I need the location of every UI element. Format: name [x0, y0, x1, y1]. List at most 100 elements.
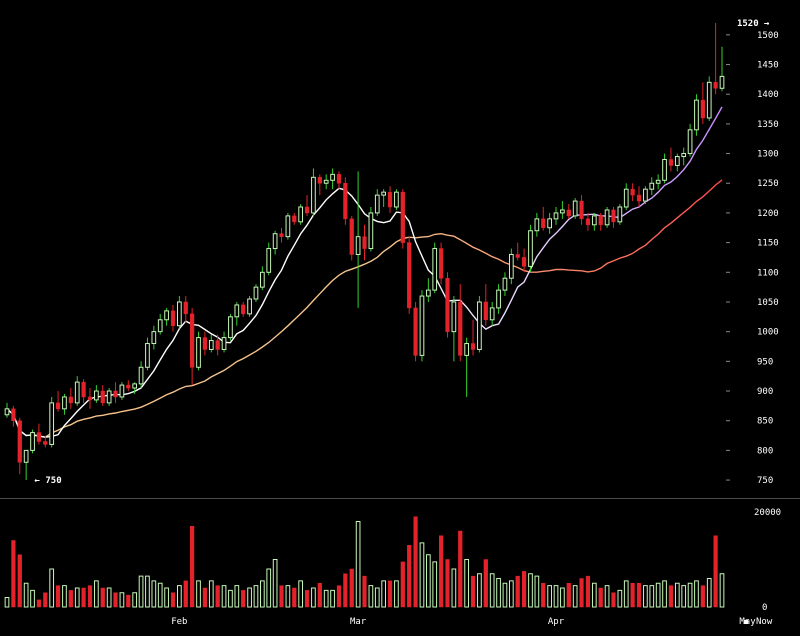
- volume-bar: [55, 585, 61, 608]
- now-button[interactable]: Now: [744, 617, 773, 627]
- candle-down: [636, 194, 642, 202]
- candle-up: [355, 236, 361, 255]
- price-tick-label: 950: [757, 357, 773, 367]
- candle-up: [649, 182, 655, 190]
- volume-bar: [311, 587, 316, 608]
- candle-up: [451, 301, 457, 333]
- time-tick-label: Feb: [171, 617, 187, 627]
- candle-down: [170, 310, 176, 326]
- candle-down: [100, 390, 105, 404]
- volume-bar: [138, 575, 144, 608]
- candle-up: [547, 218, 552, 229]
- volume-bar: [304, 590, 310, 608]
- volume-bar: [368, 585, 374, 608]
- volume-bar: [317, 583, 322, 608]
- volume-bar: [266, 568, 272, 608]
- volume-bar: [298, 580, 304, 608]
- price-annotations: 1520 → ← 750: [35, 19, 770, 486]
- candle-up: [706, 81, 712, 119]
- volume-bar: [489, 573, 495, 608]
- candle-up: [145, 343, 150, 368]
- candle-up: [617, 206, 623, 223]
- volume-bar: [387, 580, 393, 608]
- candle-down: [349, 218, 354, 255]
- time-tick-label: Apr: [548, 617, 565, 627]
- candle-up: [138, 366, 144, 385]
- candle-down: [579, 200, 584, 220]
- volume-bar: [343, 573, 348, 608]
- candle-up: [119, 384, 125, 398]
- volume-bar: [655, 582, 661, 608]
- volume-bar: [49, 568, 55, 608]
- candle-down: [81, 381, 86, 398]
- volume-bar: [451, 568, 457, 608]
- volume-bar: [400, 561, 405, 608]
- volume-bar: [713, 535, 718, 608]
- price-tick-label: 1050: [757, 298, 779, 308]
- volume-bar: [228, 589, 233, 608]
- price-tick-label: 1000: [757, 328, 779, 338]
- volume-bar: [234, 585, 240, 608]
- volume-bar: [521, 571, 527, 608]
- volume-bar: [496, 578, 501, 608]
- candles: [4, 22, 725, 481]
- candle-up: [247, 298, 252, 315]
- volume-bar: [477, 573, 482, 608]
- volume-bar: [636, 583, 642, 608]
- candle-down: [183, 301, 188, 315]
- volume-bar: [208, 580, 214, 608]
- volume-bar: [649, 585, 655, 608]
- volume-bar: [374, 587, 380, 608]
- candle-up: [560, 209, 565, 214]
- volume-bar: [413, 516, 418, 608]
- candle-down: [241, 304, 246, 315]
- candle-up: [272, 233, 278, 250]
- candle-up: [177, 301, 182, 327]
- volume-bar: [483, 559, 488, 608]
- candle-up: [311, 176, 316, 214]
- candle-up: [674, 156, 680, 166]
- volume-bar: [17, 554, 22, 608]
- volume-bar: [381, 580, 387, 608]
- volume-bar: [706, 578, 712, 608]
- candle-down: [611, 209, 616, 223]
- candle-down: [304, 206, 310, 214]
- candle-down: [470, 343, 476, 350]
- volume-bar: [260, 580, 265, 608]
- candle-down: [445, 277, 450, 332]
- volume-bar: [132, 592, 138, 608]
- candle-down: [55, 402, 61, 410]
- volume-bar: [394, 580, 399, 608]
- price-tick-label: 850: [757, 417, 773, 427]
- candle-down: [317, 177, 322, 184]
- volume-bar: [279, 585, 284, 608]
- candle-down: [541, 218, 546, 229]
- candle-up: [330, 173, 335, 181]
- volume-bar: [432, 561, 438, 608]
- candle-up: [604, 209, 610, 226]
- candle-down: [202, 337, 208, 350]
- slow-moving-average-line: [6, 179, 723, 438]
- candle-down: [713, 82, 718, 89]
- candle-up: [662, 159, 667, 181]
- volume-bar: [355, 521, 361, 608]
- volume-bar: [541, 583, 546, 608]
- candle-up: [681, 153, 687, 158]
- candle-up: [694, 99, 699, 131]
- volume-bar: [190, 526, 195, 608]
- volume-bar: [719, 573, 725, 608]
- candle-up: [464, 343, 469, 356]
- candle-up: [477, 301, 482, 350]
- volume-bar: [183, 580, 188, 608]
- candle-up: [489, 307, 495, 321]
- candle-down: [190, 313, 195, 368]
- volume-bar: [579, 578, 584, 608]
- candle-up: [4, 408, 10, 416]
- volume-bar: [62, 585, 67, 608]
- candle-up: [164, 310, 169, 321]
- candle-up: [157, 319, 163, 333]
- candle-up: [23, 449, 29, 463]
- volume-bar: [439, 535, 444, 608]
- volume-bar: [247, 587, 252, 608]
